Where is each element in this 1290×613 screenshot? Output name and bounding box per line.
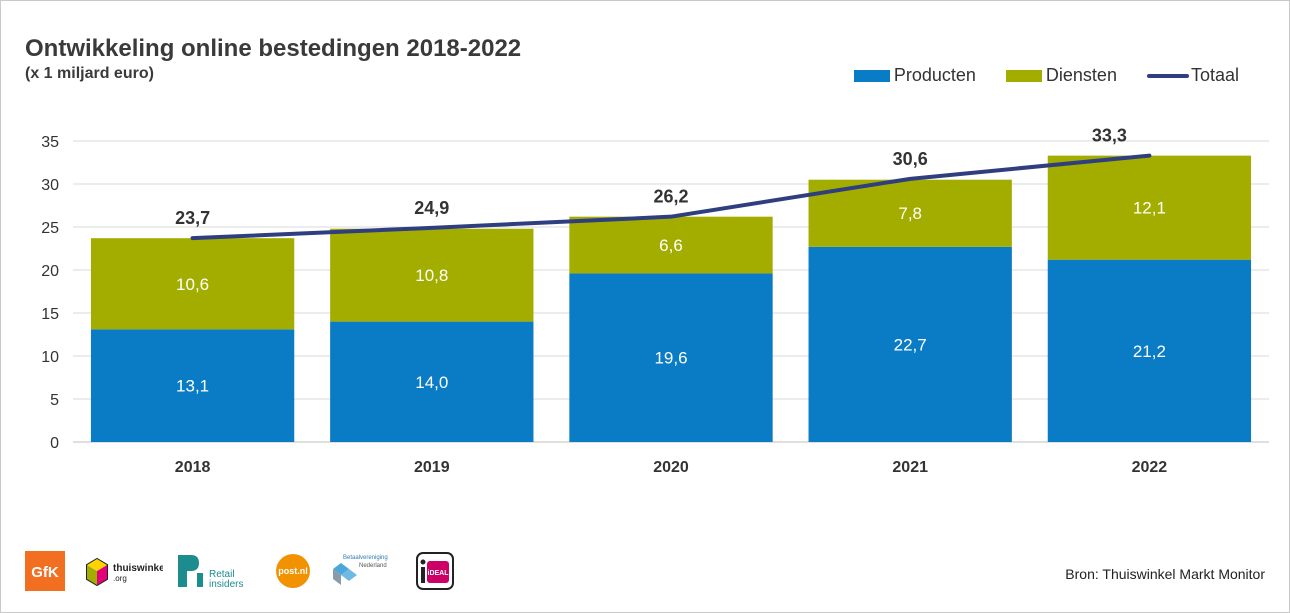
y-tick-label: 30 xyxy=(41,177,59,194)
betaalvereniging-logo-text-1: Betaalvereniging xyxy=(343,555,388,561)
ideal-logo-text: iDEAL xyxy=(428,570,450,577)
y-tick-label: 15 xyxy=(41,306,59,323)
legend-label-producten: Producten xyxy=(893,65,976,85)
bar-diensten-2018 xyxy=(90,238,295,330)
data-label-diensten-2021: 7,8 xyxy=(898,204,922,223)
thuiswinkel-logo-suffix: .org xyxy=(113,574,127,583)
data-label-producten-2018: 13,1 xyxy=(176,377,209,396)
data-label-diensten-2019: 10,8 xyxy=(415,266,448,285)
legend-swatch-totaal xyxy=(1146,73,1189,78)
legend: Producten Diensten Totaal xyxy=(824,65,1239,86)
postnl-logo-text: post.nl xyxy=(278,566,308,576)
legend-swatch-diensten xyxy=(1005,69,1042,82)
legend-item-totaal: Totaal xyxy=(1146,65,1239,86)
y-tick-label: 35 xyxy=(41,134,59,151)
bar-producten-2019 xyxy=(330,321,534,442)
data-label-diensten-2022: 12,1 xyxy=(1133,199,1166,218)
bar-diensten-2022 xyxy=(1047,155,1252,260)
legend-item-diensten: Diensten xyxy=(1005,65,1117,86)
data-label-producten-2022: 21,2 xyxy=(1133,342,1166,361)
data-label-producten-2021: 22,7 xyxy=(894,335,927,354)
x-tick-label: 2018 xyxy=(175,459,211,476)
chart-title: Ontwikkeling online bestedingen 2018-202… xyxy=(25,35,522,62)
y-tick-label: 10 xyxy=(41,349,59,366)
data-label-producten-2019: 14,0 xyxy=(415,373,448,392)
data-label-diensten-2020: 6,6 xyxy=(659,236,683,255)
y-tick-label: 0 xyxy=(50,435,59,452)
retail-insiders-logo-text-1: Retail xyxy=(209,569,235,580)
source-note: Bron: Thuiswinkel Markt Monitor xyxy=(1065,566,1265,582)
x-tick-label: 2021 xyxy=(892,459,928,476)
legend-label-totaal: Totaal xyxy=(1190,65,1239,85)
legend-item-producten: Producten xyxy=(853,65,976,86)
totaal-label-2018: 23,7 xyxy=(175,208,210,228)
retail-insiders-logo-text-2: insiders xyxy=(209,579,243,590)
x-tick-label: 2020 xyxy=(653,459,689,476)
data-label-diensten-2018: 10,6 xyxy=(176,275,209,294)
bar-diensten-2020 xyxy=(569,216,773,274)
y-tick-label: 25 xyxy=(41,220,59,237)
x-tick-label: 2019 xyxy=(414,459,450,476)
legend-label-diensten: Diensten xyxy=(1045,65,1117,85)
bar-producten-2018 xyxy=(90,329,295,442)
legend-swatch-producten xyxy=(853,69,890,82)
totaal-label-2019: 24,9 xyxy=(414,198,449,218)
bar-diensten-2019 xyxy=(330,228,534,322)
chart-subtitle: (x 1 miljard euro) xyxy=(25,65,154,82)
retail-insiders-logo: Retail insiders xyxy=(178,555,243,590)
betaalvereniging-logo: Betaalvereniging Nederland xyxy=(333,555,388,585)
data-label-producten-2020: 19,6 xyxy=(654,349,687,368)
bar-producten-2021 xyxy=(808,246,1012,442)
totaal-label-2021: 30,6 xyxy=(893,149,928,169)
totaal-label-2022: 33,3 xyxy=(1092,126,1127,146)
y-tick-label: 5 xyxy=(50,392,59,409)
totaal-label-2020: 26,2 xyxy=(653,187,688,207)
y-tick-label: 20 xyxy=(41,263,59,280)
totaal-line xyxy=(190,153,1152,241)
postnl-logo: post.nl xyxy=(276,554,310,588)
gfk-logo-text: GfK xyxy=(31,564,59,581)
ideal-logo: iDEAL xyxy=(416,552,454,590)
gfk-logo: GfK xyxy=(25,551,65,591)
bar-producten-2022 xyxy=(1047,259,1252,442)
thuiswinkel-logo: thuiswinkel .org xyxy=(86,557,163,587)
betaalvereniging-logo-text-2: Nederland xyxy=(359,563,387,569)
thuiswinkel-logo-text: thuiswinkel xyxy=(113,563,163,574)
bar-producten-2020 xyxy=(569,273,773,442)
x-tick-label: 2022 xyxy=(1132,459,1168,476)
